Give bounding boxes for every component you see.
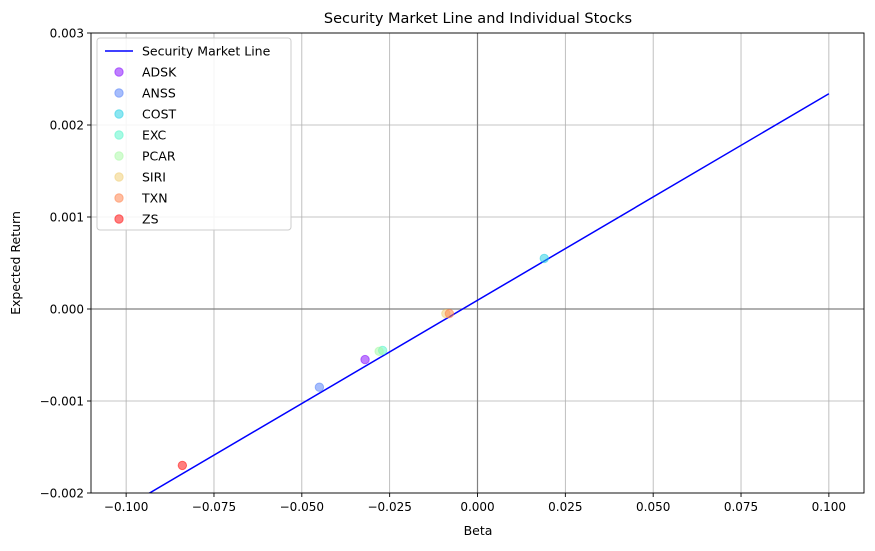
x-tick-label-5: 0.025	[548, 500, 582, 514]
zero-lines	[91, 33, 864, 493]
x-tick-label-0: −0.100	[104, 500, 148, 514]
point-adsk	[360, 354, 370, 365]
y-tick-label-3: 0.001	[50, 211, 84, 225]
legend-label-line: Security Market Line	[142, 44, 271, 59]
y-tick-label-5: 0.003	[50, 27, 84, 41]
legend-label-adsk: ADSK	[142, 65, 177, 80]
x-tick-label-2: −0.050	[280, 500, 324, 514]
x-tick-label-1: −0.075	[192, 500, 236, 514]
x-tick-label-3: −0.025	[367, 500, 411, 514]
data-layer	[148, 93, 830, 493]
x-tick-label-8: 0.100	[812, 500, 846, 514]
ticks-layer: −0.100 −0.075 −0.050 −0.025 0.000 0.025 0.050 0…	[40, 27, 846, 515]
y-tick-label-1: −0.001	[40, 395, 84, 409]
y-axis-label: Expected Return	[8, 211, 23, 315]
x-tick-label-4: 0.000	[460, 500, 494, 514]
y-tick-label-4: 0.002	[50, 119, 84, 133]
legend-label-exc: EXC	[142, 128, 167, 143]
y-tick-label-2: 0.000	[50, 303, 84, 317]
security-market-line	[148, 93, 830, 493]
legend: Security Market Line ADSK ANSS COST EXC PCAR S…	[96, 37, 292, 231]
x-tick-label-6: 0.050	[636, 500, 670, 514]
legend-swatch-zs	[114, 214, 124, 224]
legend-label-pcar: PCAR	[142, 149, 176, 164]
point-anss	[314, 382, 325, 392]
legend-label-siri: SIRI	[142, 170, 166, 185]
legend-swatch-adsk	[114, 67, 124, 77]
x-axis-label: Beta	[464, 523, 493, 538]
legend-swatch-cost	[114, 109, 124, 119]
legend-swatch-pcar	[114, 151, 124, 161]
legend-swatch-exc	[114, 130, 124, 140]
legend-swatch-txn	[114, 193, 124, 203]
chart-title: Security Market Line and Individual Stoc…	[324, 11, 632, 27]
legend-label-txn: TXN	[141, 191, 168, 206]
x-tick-label-7: 0.075	[724, 500, 758, 514]
legend-label-anss: ANSS	[142, 86, 176, 101]
point-zs	[177, 460, 188, 471]
legend-box	[96, 37, 292, 231]
legend-label-cost: COST	[142, 107, 177, 122]
point-txn	[444, 308, 455, 319]
plot-area	[148, 93, 830, 493]
y-tick-label-0: −0.002	[40, 487, 84, 501]
legend-swatch-anss	[114, 88, 124, 98]
legend-label-zs: ZS	[142, 212, 159, 227]
point-cost	[539, 253, 549, 264]
legend-swatch-siri	[114, 172, 124, 182]
point-pcar	[374, 346, 384, 357]
